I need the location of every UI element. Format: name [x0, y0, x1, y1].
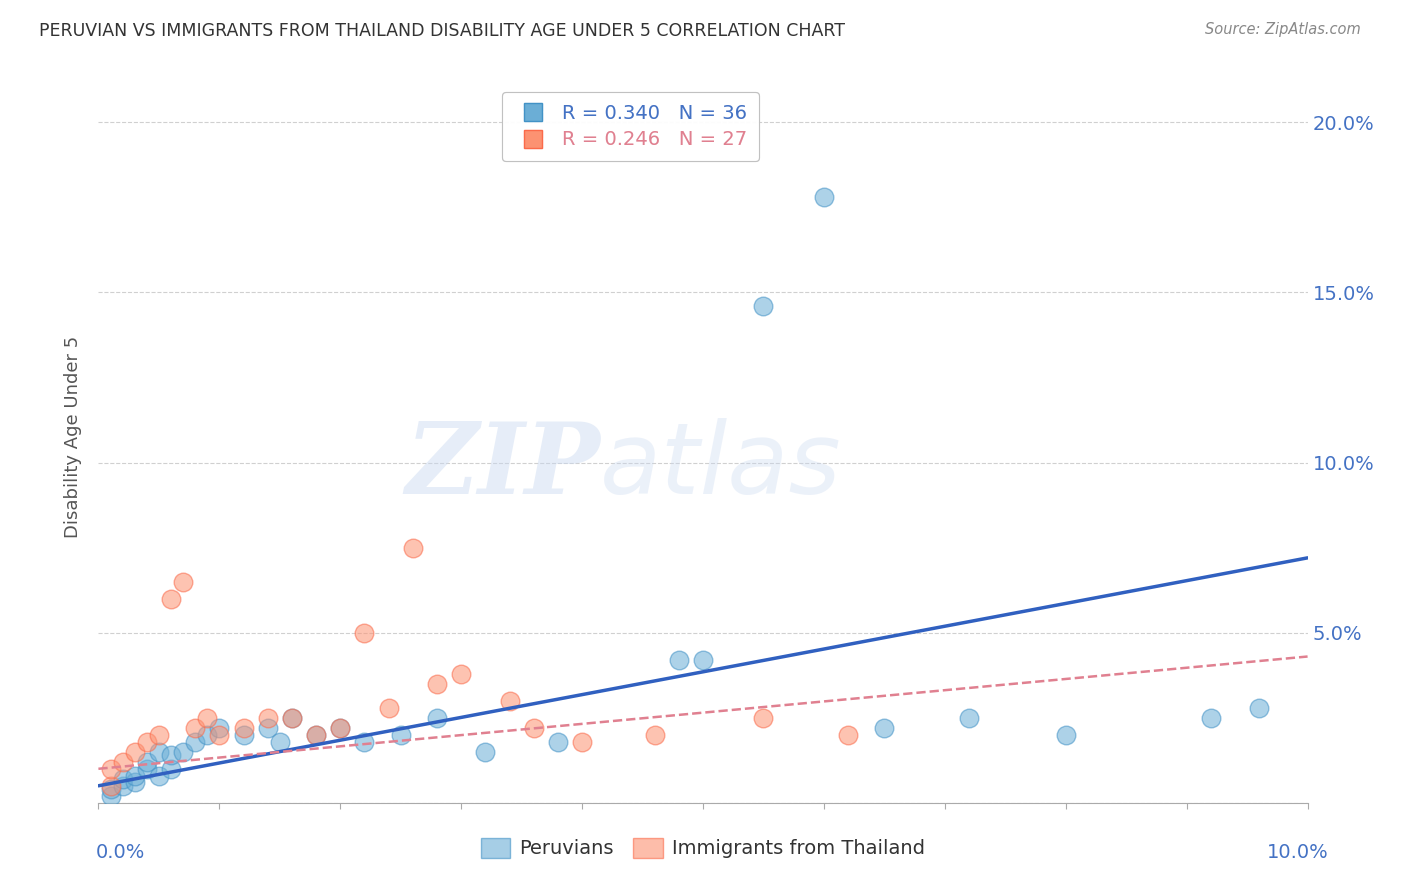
Point	[172, 574, 194, 589]
Point	[1249, 700, 1271, 714]
Point	[256, 711, 278, 725]
Point	[195, 711, 218, 725]
Point	[195, 728, 218, 742]
Point	[426, 711, 449, 725]
Point	[353, 734, 375, 748]
Point	[100, 779, 122, 793]
Point	[305, 728, 328, 742]
Y-axis label: Disability Age Under 5: Disability Age Under 5	[65, 336, 83, 538]
Point	[135, 762, 157, 776]
Point	[135, 755, 157, 769]
Point	[100, 789, 122, 803]
Point	[547, 734, 569, 748]
Point	[148, 728, 170, 742]
Point	[100, 782, 122, 797]
Point	[208, 721, 231, 735]
Point	[256, 721, 278, 735]
Text: Source: ZipAtlas.com: Source: ZipAtlas.com	[1205, 22, 1361, 37]
Text: PERUVIAN VS IMMIGRANTS FROM THAILAND DISABILITY AGE UNDER 5 CORRELATION CHART: PERUVIAN VS IMMIGRANTS FROM THAILAND DIS…	[39, 22, 845, 40]
Point	[692, 653, 714, 667]
Point	[160, 762, 183, 776]
Point	[184, 721, 207, 735]
Point	[353, 625, 375, 640]
Point	[184, 734, 207, 748]
Point	[281, 711, 304, 725]
Point	[111, 772, 134, 786]
Point	[426, 677, 449, 691]
Point	[172, 745, 194, 759]
Point	[160, 591, 183, 606]
Point	[124, 745, 146, 759]
Point	[111, 779, 134, 793]
Point	[571, 734, 593, 748]
Text: 10.0%: 10.0%	[1267, 843, 1329, 862]
Point	[111, 755, 134, 769]
Legend: R = 0.340   N = 36, R = 0.246   N = 27: R = 0.340 N = 36, R = 0.246 N = 27	[502, 92, 759, 161]
Point	[873, 721, 896, 735]
Point	[305, 728, 328, 742]
Point	[269, 734, 291, 748]
Point	[402, 541, 425, 555]
Point	[1199, 711, 1222, 725]
Point	[148, 768, 170, 782]
Point	[837, 728, 859, 742]
Point	[668, 653, 690, 667]
Point	[498, 694, 520, 708]
Point	[329, 721, 352, 735]
Point	[135, 734, 157, 748]
Point	[232, 721, 254, 735]
Point	[1054, 728, 1077, 742]
Point	[148, 745, 170, 759]
Point	[813, 190, 835, 204]
Point	[389, 728, 412, 742]
Point	[329, 721, 352, 735]
Point	[474, 745, 496, 759]
Text: ZIP: ZIP	[405, 418, 600, 515]
Text: atlas: atlas	[600, 417, 842, 515]
Point	[523, 721, 546, 735]
Point	[208, 728, 231, 742]
Point	[644, 728, 666, 742]
Point	[752, 711, 775, 725]
Point	[100, 762, 122, 776]
Point	[377, 700, 399, 714]
Point	[124, 768, 146, 782]
Point	[450, 666, 472, 681]
Point	[752, 299, 775, 313]
Point	[281, 711, 304, 725]
Text: 0.0%: 0.0%	[96, 843, 145, 862]
Point	[160, 748, 183, 763]
Point	[124, 775, 146, 789]
Point	[957, 711, 980, 725]
Point	[232, 728, 254, 742]
